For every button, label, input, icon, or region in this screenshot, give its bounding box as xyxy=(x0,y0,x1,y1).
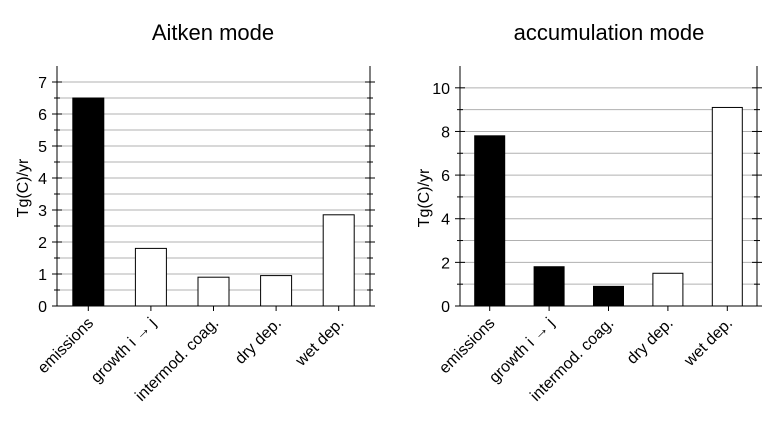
x-tick-label: dry dep. xyxy=(624,315,677,368)
panel-1-ylabel: Tg(C)/yr xyxy=(15,158,32,217)
y-tick-label: 2 xyxy=(441,255,450,272)
y-tick-label: 0 xyxy=(38,299,47,316)
bar-1 xyxy=(474,135,506,307)
bar-1 xyxy=(72,97,105,307)
bar-3 xyxy=(593,285,624,307)
y-tick-label: 4 xyxy=(38,171,47,188)
y-tick-label: 3 xyxy=(38,203,47,220)
y-tick-label: 5 xyxy=(38,139,47,156)
bar-4 xyxy=(260,275,293,307)
y-tick-label: 1 xyxy=(38,267,47,284)
y-tick-label: 4 xyxy=(441,212,450,229)
x-tick-label: wet dep. xyxy=(292,315,347,370)
x-tick-label: wet dep. xyxy=(681,315,736,370)
y-tick-label: 10 xyxy=(432,81,450,98)
x-tick-label: emissions xyxy=(436,315,498,377)
bar-5 xyxy=(711,106,743,307)
bar-2 xyxy=(134,247,167,307)
y-tick-label: 6 xyxy=(38,107,47,124)
y-tick-label: 0 xyxy=(441,299,450,316)
y-tick-label: 7 xyxy=(38,75,47,92)
bar-5 xyxy=(322,214,355,307)
x-tick-label: emissions xyxy=(35,315,97,377)
bar-2 xyxy=(533,266,565,307)
bar-4 xyxy=(652,272,684,307)
panel-2-ylabel: Tg(C)/yr xyxy=(416,168,433,227)
bar-3 xyxy=(197,276,230,307)
x-tick-label: dry dep. xyxy=(232,315,285,368)
y-tick-label: 2 xyxy=(38,235,47,252)
panel-2-title: accumulation mode xyxy=(514,20,705,45)
y-tick-label: 8 xyxy=(441,124,450,141)
panel-1-title: Aitken mode xyxy=(152,20,274,45)
y-tick-label: 6 xyxy=(441,168,450,185)
